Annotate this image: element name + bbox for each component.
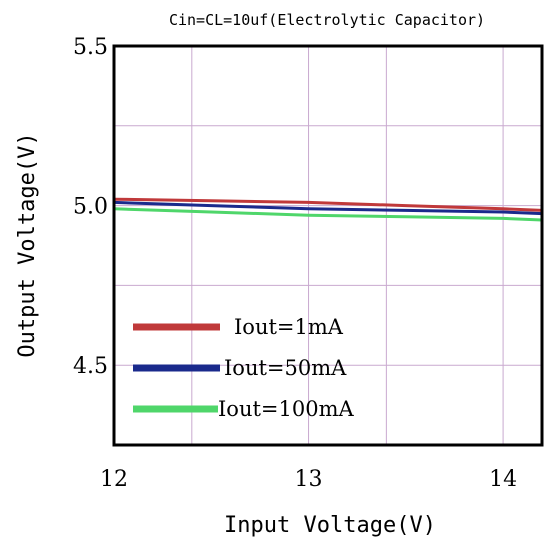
x-axis-title: Input Voltage(V)	[224, 513, 436, 538]
chart-title: Cin=CL=10uf(Electrolytic Capacitor)	[169, 11, 485, 29]
legend-label-1: Iout=50mA	[224, 356, 347, 380]
series-line-0	[113, 197, 543, 212]
y-axis-title: Output Voltage(V)	[15, 132, 40, 357]
legend-label-0: Iout=1mA	[234, 315, 344, 339]
tick-labels: 12 13 14 4.5 5.0 5.5	[73, 35, 517, 492]
plot-frame	[112, 44, 544, 447]
y-tick-label-0: 4.5	[73, 354, 108, 379]
grid-lines	[113, 45, 543, 446]
x-tick-label-2: 14	[489, 467, 517, 492]
series-lines	[113, 197, 543, 222]
legend-label-2: Iout=100mA	[218, 397, 354, 421]
series-line-2	[113, 207, 543, 222]
y-tick-label-1: 5.0	[73, 195, 108, 220]
x-tick-label-1: 13	[295, 467, 323, 492]
y-tick-label-2: 5.5	[73, 35, 108, 60]
legend: Iout=1mA Iout=50mA Iout=100mA	[133, 315, 354, 421]
series-line-1	[113, 200, 543, 216]
x-tick-label-0: 12	[100, 467, 128, 492]
